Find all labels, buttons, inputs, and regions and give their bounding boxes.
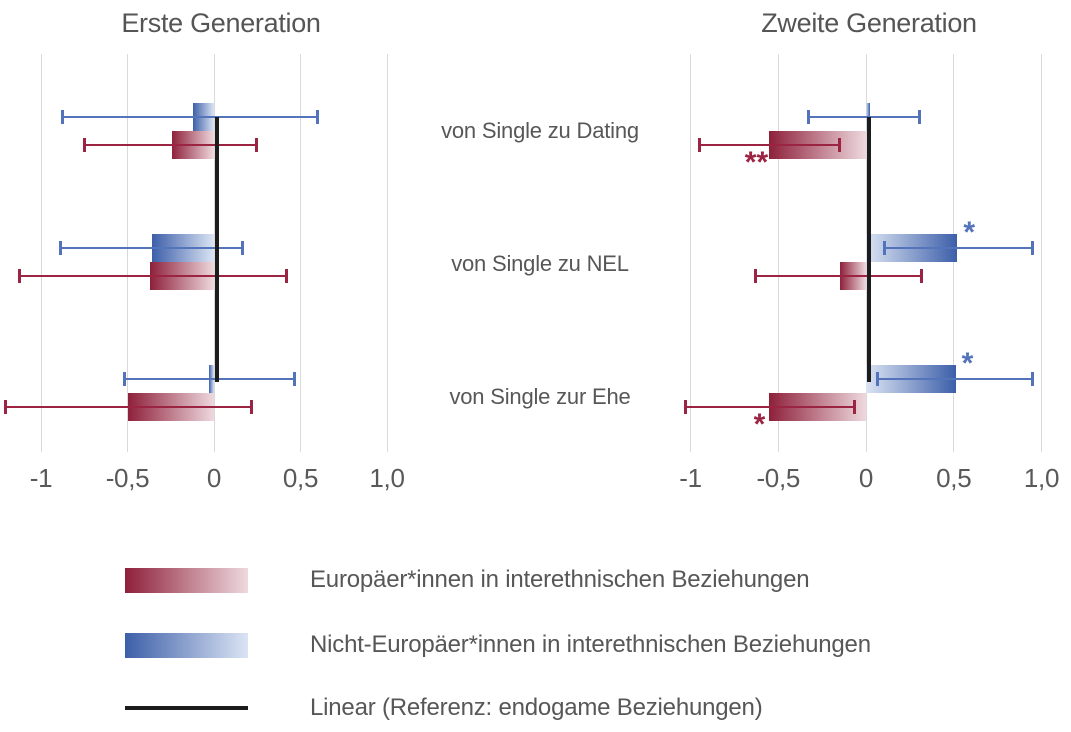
- error-bar-cap: [83, 138, 87, 152]
- error-bar-cap: [807, 110, 811, 124]
- axis-tick-label: 0: [206, 463, 222, 493]
- error-bar-line: [685, 405, 856, 409]
- error-bar-cap: [1030, 372, 1034, 386]
- legend-swatch-red-gradient: [125, 567, 248, 593]
- legend-label-nicht-europaeer: Nicht-Europäer*innen in interethnischen …: [310, 631, 871, 658]
- error-bar-cap: [255, 138, 259, 152]
- error-bar-cap: [882, 241, 886, 255]
- legend-item-nicht-europaeer: Nicht-Europäer*innen in interethnischen …: [125, 631, 871, 659]
- error-bar-cap: [250, 400, 254, 414]
- legend-item-europaeer: Europäer*innen in interethnischen Bezieh…: [125, 566, 810, 594]
- error-bar-line: [4, 405, 253, 409]
- error-bar-line: [60, 246, 244, 250]
- reference-line: [215, 117, 219, 382]
- error-bar-cap: [241, 241, 245, 255]
- error-bar-line: [18, 274, 287, 278]
- axis-tick-label: 0,5: [282, 463, 319, 493]
- error-bar-cap: [59, 241, 63, 255]
- legend-swatch-black-line: [125, 706, 248, 710]
- reference-line: [867, 117, 871, 382]
- error-bar-line: [84, 143, 258, 147]
- error-bar-line: [61, 115, 318, 119]
- gridline: [40, 54, 42, 452]
- axis-tick-label: 1,0: [1023, 463, 1060, 493]
- gridline: [690, 54, 691, 452]
- legend-swatch-blue-gradient: [125, 632, 248, 658]
- error-bar-cap: [293, 372, 297, 386]
- error-bar-cap: [315, 110, 319, 124]
- error-bar-cap: [1030, 241, 1034, 255]
- error-bar-cap: [875, 372, 879, 386]
- error-bar-line: [808, 115, 921, 119]
- error-bar-line: [699, 143, 840, 147]
- error-bar-line: [876, 377, 1033, 381]
- panel-title-zweite-generation: Zweite Generation: [761, 8, 977, 38]
- legend-item-linear-referenz: Linear (Referenz: endogame Beziehungen): [125, 694, 763, 722]
- category-label-single-zu-dating: von Single zu Dating: [441, 118, 639, 143]
- error-bar-cap: [698, 138, 702, 152]
- axis-tick-label: 0: [858, 463, 874, 493]
- error-bar-cap: [123, 372, 127, 386]
- gridline: [777, 54, 779, 452]
- significance-marker: *: [961, 347, 974, 380]
- error-bar-cap: [837, 138, 841, 152]
- error-bar-cap: [17, 269, 21, 283]
- category-label-single-zur-ehe: von Single zur Ehe: [449, 384, 631, 409]
- axis-tick-label: 1,0: [369, 463, 405, 493]
- axis-tick-label: 0,5: [936, 463, 972, 493]
- gridline: [1041, 54, 1042, 452]
- axis-tick-label: -1: [29, 463, 53, 493]
- significance-marker: *: [753, 408, 766, 441]
- legend-label-europaeer: Europäer*innen in interethnischen Bezieh…: [310, 566, 810, 593]
- category-label-single-zu-nel: von Single zu NEL: [451, 251, 629, 276]
- error-bar-cap: [60, 110, 64, 124]
- panel-title-erste-generation: Erste Generation: [121, 8, 321, 38]
- gridline: [213, 54, 215, 452]
- error-bar-cap: [920, 269, 924, 283]
- gridline: [300, 54, 301, 452]
- error-bar-cap: [918, 110, 922, 124]
- error-bar-line: [755, 274, 923, 278]
- error-bar-cap: [684, 400, 688, 414]
- error-bar-line: [124, 377, 296, 381]
- gridline: [127, 54, 128, 452]
- error-bar-cap: [284, 269, 288, 283]
- error-bar-cap: [3, 400, 7, 414]
- axis-tick-label: -1: [679, 463, 702, 493]
- axis-tick-label: -0,5: [756, 463, 801, 493]
- error-bar-cap: [754, 269, 758, 283]
- legend-label-linear-referenz: Linear (Referenz: endogame Beziehungen): [310, 694, 763, 721]
- error-bar-line: [883, 246, 1033, 250]
- gridline: [386, 54, 388, 452]
- axis-tick-label: -0,5: [105, 463, 150, 493]
- error-bar-cap: [853, 400, 857, 414]
- significance-marker: **: [744, 146, 769, 179]
- significance-marker: *: [963, 216, 976, 249]
